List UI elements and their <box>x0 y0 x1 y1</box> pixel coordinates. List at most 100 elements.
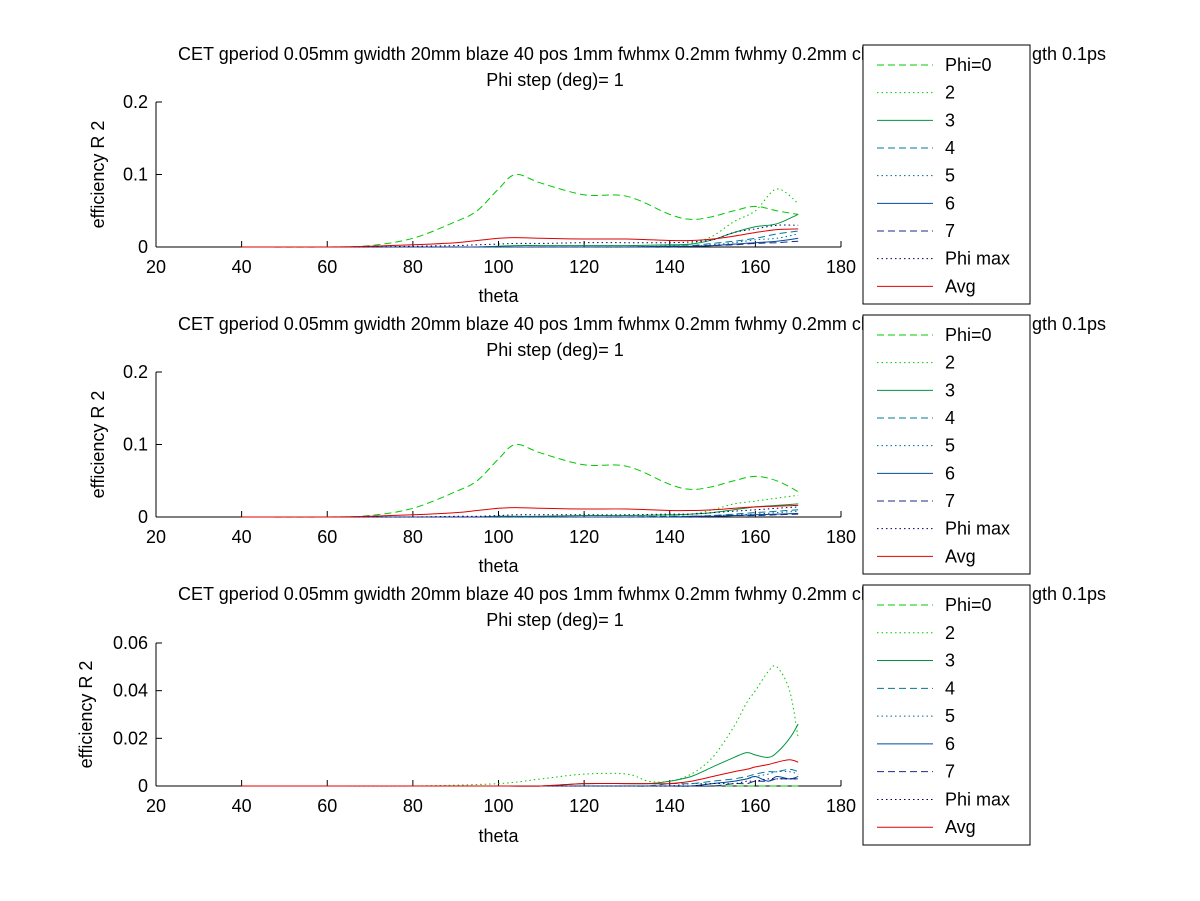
x-tick-label: 80 <box>403 796 423 816</box>
legend-label: 3 <box>945 380 955 400</box>
legend-label: Avg <box>945 276 976 296</box>
plot-title-tail: gth 0.1ps <box>1032 314 1106 334</box>
plot-title-line1: CET gperiod 0.05mm gwidth 20mm blaze 40 … <box>178 44 932 64</box>
plot-title-tail: gth 0.1ps <box>1032 584 1106 604</box>
legend-label: 4 <box>945 678 955 698</box>
series-line-avg <box>241 759 799 787</box>
y-tick-label: 0.1 <box>123 435 148 455</box>
legend: Phi=0 2 3 4 5 6 7 Phi max Avg <box>862 584 1031 846</box>
x-tick-label: 20 <box>146 796 166 816</box>
legend-label: 2 <box>945 623 955 643</box>
x-tick-label: 100 <box>483 257 513 277</box>
x-axis-label: theta <box>478 556 519 576</box>
x-tick-label: 40 <box>232 527 252 547</box>
legend-label: 5 <box>945 706 955 726</box>
subplot-3: CET gperiod 0.05mm gwidth 20mm blaze 40 … <box>76 584 1106 846</box>
legend: Phi=0 2 3 4 5 6 7 Phi max Avg <box>862 44 1031 305</box>
x-tick-label: 100 <box>483 796 513 816</box>
x-tick-label: 60 <box>317 796 337 816</box>
legend-label: 2 <box>945 353 955 373</box>
x-tick-label: 160 <box>740 257 770 277</box>
x-tick-label: 60 <box>317 257 337 277</box>
plot-title-line1: CET gperiod 0.05mm gwidth 20mm blaze 40 … <box>178 584 932 604</box>
legend-label: 5 <box>945 436 955 456</box>
x-tick-label: 180 <box>826 257 856 277</box>
x-tick-label: 180 <box>826 796 856 816</box>
y-tick-label: 0 <box>138 507 148 527</box>
x-tick-label: 180 <box>826 527 856 547</box>
legend-label: Phi max <box>945 789 1010 809</box>
y-axis-label: efficiency R 2 <box>76 661 96 769</box>
plot-title-line2: Phi step (deg)= 1 <box>486 340 624 360</box>
series-line-avg <box>241 228 799 248</box>
x-tick-label: 160 <box>740 527 770 547</box>
x-tick-label: 80 <box>403 527 423 547</box>
plot-title-line2: Phi step (deg)= 1 <box>486 70 624 90</box>
x-tick-label: 140 <box>655 796 685 816</box>
legend-box <box>862 314 1031 575</box>
legend: Phi=0 2 3 4 5 6 7 Phi max Avg <box>862 314 1031 575</box>
legend-label: 4 <box>945 138 955 158</box>
legend-label: 6 <box>945 193 955 213</box>
subplot-1: CET gperiod 0.05mm gwidth 20mm blaze 40 … <box>88 44 1106 306</box>
legend-label: Phi max <box>945 519 1010 539</box>
y-tick-label: 0 <box>138 776 148 796</box>
y-tick-label: 0.04 <box>113 681 148 701</box>
legend-label: Phi max <box>945 249 1010 269</box>
y-tick-label: 0.02 <box>113 728 148 748</box>
y-tick-label: 0.2 <box>123 362 148 382</box>
legend-label: Avg <box>945 546 976 566</box>
y-axis-label: efficiency R 2 <box>88 121 108 229</box>
x-axis-label: theta <box>478 826 519 846</box>
series-line-phi0 <box>241 173 799 248</box>
x-tick-label: 60 <box>317 527 337 547</box>
x-tick-label: 80 <box>403 257 423 277</box>
legend-label: 6 <box>945 734 955 754</box>
plot-title-line1: CET gperiod 0.05mm gwidth 20mm blaze 40 … <box>178 314 932 334</box>
series-line-phi0 <box>241 443 799 518</box>
x-tick-label: 120 <box>569 257 599 277</box>
legend-label: 7 <box>945 762 955 782</box>
x-tick-label: 40 <box>232 257 252 277</box>
plot-title-line2: Phi step (deg)= 1 <box>486 610 624 630</box>
y-tick-label: 0.2 <box>123 92 148 112</box>
x-tick-label: 20 <box>146 257 166 277</box>
series-group <box>241 443 799 518</box>
plot-title-tail: gth 0.1ps <box>1032 44 1106 64</box>
legend-label: 3 <box>945 651 955 671</box>
x-tick-label: 160 <box>740 796 770 816</box>
x-tick-label: 20 <box>146 527 166 547</box>
legend-box <box>862 44 1031 305</box>
legend-label: Phi=0 <box>945 325 992 345</box>
legend-label: Phi=0 <box>945 55 992 75</box>
series-line-phi-max <box>241 506 799 518</box>
x-tick-label: 120 <box>569 527 599 547</box>
legend-label: 3 <box>945 110 955 130</box>
series-group <box>241 173 799 248</box>
legend-label: 2 <box>945 83 955 103</box>
x-axis-label: theta <box>478 286 519 306</box>
legend-label: 6 <box>945 463 955 483</box>
y-axis-label: efficiency R 2 <box>88 391 108 499</box>
y-tick-label: 0.1 <box>123 165 148 185</box>
x-tick-label: 140 <box>655 527 685 547</box>
legend-label: 5 <box>945 166 955 186</box>
subplot-2: CET gperiod 0.05mm gwidth 20mm blaze 40 … <box>88 314 1106 576</box>
series-group <box>241 665 799 787</box>
x-tick-label: 40 <box>232 796 252 816</box>
x-tick-label: 120 <box>569 796 599 816</box>
x-tick-label: 100 <box>483 527 513 547</box>
y-tick-label: 0.06 <box>113 633 148 653</box>
series-line-5 <box>241 770 799 787</box>
legend-label: 7 <box>945 491 955 511</box>
series-line-phi-max <box>241 778 799 787</box>
x-tick-label: 140 <box>655 257 685 277</box>
series-line-avg <box>241 504 799 518</box>
y-tick-label: 0 <box>138 237 148 257</box>
legend-label: 7 <box>945 221 955 241</box>
legend-box <box>862 584 1031 846</box>
legend-label: 4 <box>945 408 955 428</box>
legend-label: Avg <box>945 817 976 837</box>
legend-label: Phi=0 <box>945 595 992 615</box>
